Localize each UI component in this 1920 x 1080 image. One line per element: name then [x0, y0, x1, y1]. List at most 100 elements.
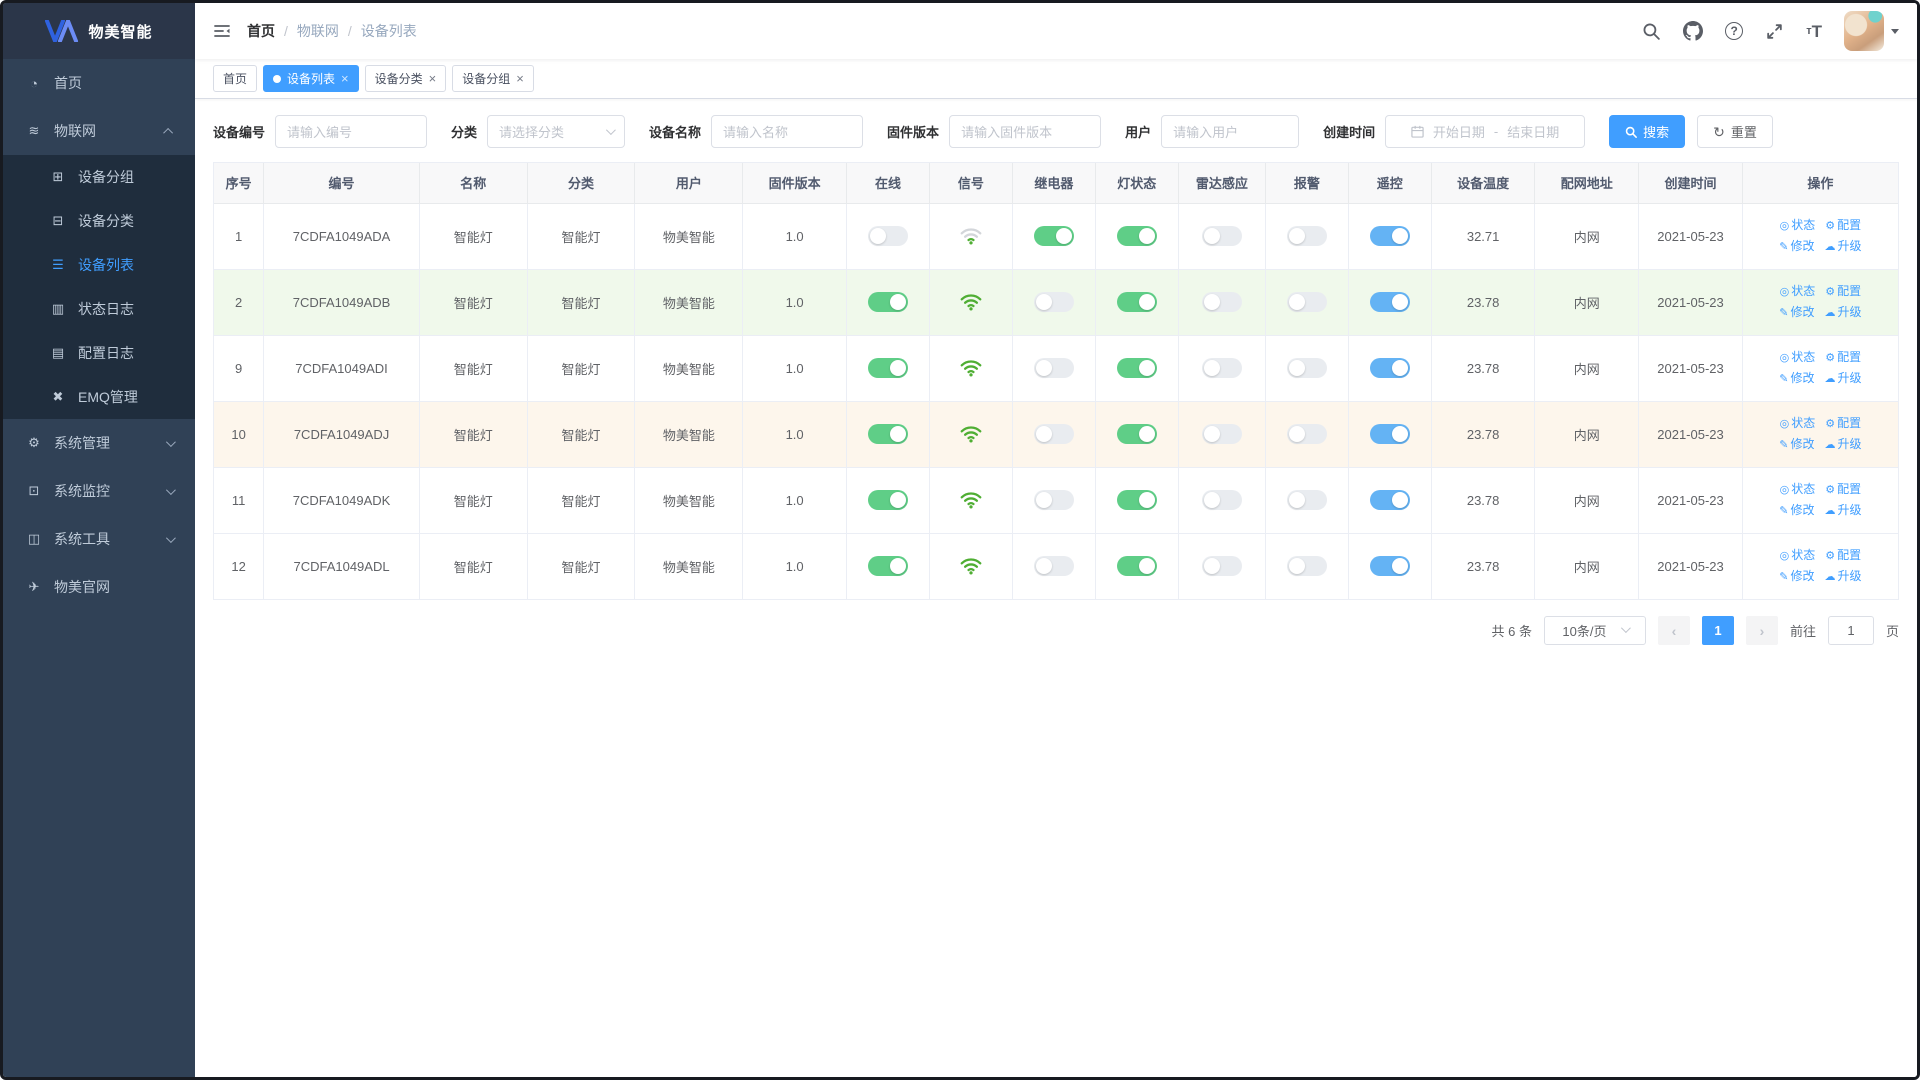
user-input[interactable]: 请输入用户 — [1161, 115, 1300, 148]
device-code-input[interactable]: 请输入编号 — [275, 115, 428, 148]
op-upgrade-link[interactable]: ☁ 升级 — [1824, 437, 1862, 451]
op-upgrade-link[interactable]: ☁ 升级 — [1824, 503, 1862, 517]
light-toggle[interactable] — [1116, 490, 1157, 510]
remote-toggle[interactable] — [1369, 292, 1410, 312]
sidebar-item-home[interactable]: ◔ 首页 — [3, 59, 195, 107]
sidebar-item-system-monitor[interactable]: ⊡ 系统监控 — [3, 467, 195, 515]
next-page-button[interactable]: › — [1745, 616, 1778, 645]
alarm-toggle[interactable] — [1286, 490, 1327, 510]
online-toggle[interactable] — [867, 424, 908, 444]
relay-toggle[interactable] — [1033, 292, 1074, 312]
remote-toggle[interactable] — [1369, 556, 1410, 577]
op-config-link[interactable]: ⚙ 配置 — [1825, 284, 1862, 298]
online-toggle[interactable] — [867, 292, 908, 312]
avatar[interactable] — [1844, 11, 1884, 51]
online-toggle[interactable] — [867, 556, 908, 577]
breadcrumb-item[interactable]: 首页 — [247, 23, 275, 39]
page-1-button[interactable]: 1 — [1701, 616, 1734, 645]
op-config-link[interactable]: ⚙ 配置 — [1825, 548, 1862, 563]
sidebar-item-system-admin[interactable]: ⚙ 系统管理 — [3, 419, 195, 467]
op-edit-link[interactable]: ✎ 修改 — [1779, 503, 1815, 517]
relay-toggle[interactable] — [1033, 556, 1074, 577]
alarm-toggle[interactable] — [1286, 226, 1327, 246]
help-icon[interactable]: ? — [1725, 22, 1744, 40]
sidebar-item-emq[interactable]: ✖ EMQ管理 — [3, 375, 195, 419]
search-button[interactable]: 搜索 — [1609, 115, 1686, 148]
op-config-link[interactable]: ⚙ 配置 — [1825, 416, 1862, 430]
firmware-input[interactable]: 请输入固件版本 — [949, 115, 1102, 148]
op-upgrade-link[interactable]: ☁ 升级 — [1824, 305, 1862, 319]
sidebar-toggle-icon[interactable] — [213, 22, 231, 40]
light-toggle[interactable] — [1116, 292, 1157, 312]
device-name-input[interactable]: 请输入名称 — [711, 115, 864, 148]
op-status-link[interactable]: ◎ 状态 — [1779, 218, 1816, 232]
alarm-toggle[interactable] — [1286, 358, 1327, 378]
alarm-toggle[interactable] — [1286, 292, 1327, 312]
op-edit-link[interactable]: ✎ 修改 — [1779, 569, 1815, 584]
radar-toggle[interactable] — [1201, 358, 1242, 378]
op-status-link[interactable]: ◎ 状态 — [1779, 350, 1816, 364]
op-edit-link[interactable]: ✎ 修改 — [1779, 305, 1815, 319]
op-edit-link[interactable]: ✎ 修改 — [1779, 239, 1815, 253]
sidebar-item-system-tools[interactable]: ◫ 系统工具 — [3, 515, 195, 563]
remote-toggle[interactable] — [1369, 226, 1410, 246]
sidebar-item-device-group[interactable]: ⊞ 设备分组 — [3, 155, 195, 199]
op-upgrade-link[interactable]: ☁ 升级 — [1824, 569, 1862, 584]
radar-toggle[interactable] — [1201, 424, 1242, 444]
close-icon[interactable]: × — [428, 71, 437, 86]
search-icon[interactable] — [1642, 22, 1661, 41]
op-config-link[interactable]: ⚙ 配置 — [1825, 482, 1862, 496]
close-icon[interactable]: × — [341, 71, 349, 86]
sidebar-item-config-log[interactable]: ▤ 配置日志 — [3, 331, 195, 375]
sidebar-item-official-site[interactable]: ✈ 物美官网 — [3, 563, 195, 611]
op-status-link[interactable]: ◎ 状态 — [1779, 284, 1816, 298]
goto-page-input[interactable]: 1 — [1827, 616, 1874, 645]
light-toggle[interactable] — [1116, 556, 1157, 577]
op-edit-link[interactable]: ✎ 修改 — [1779, 371, 1815, 385]
op-status-link[interactable]: ◎ 状态 — [1779, 548, 1816, 563]
tab-设备列表[interactable]: 设备列表 × — [263, 65, 359, 92]
sidebar-item-device-category[interactable]: ⊟ 设备分类 — [3, 199, 195, 243]
radar-toggle[interactable] — [1201, 556, 1242, 577]
close-icon[interactable]: × — [516, 71, 524, 86]
light-toggle[interactable] — [1116, 226, 1157, 246]
light-toggle[interactable] — [1116, 424, 1157, 444]
tab-设备分类[interactable]: 设备分类 × — [364, 65, 447, 92]
online-toggle[interactable] — [867, 490, 908, 510]
op-config-link[interactable]: ⚙ 配置 — [1825, 350, 1862, 364]
op-status-link[interactable]: ◎ 状态 — [1779, 482, 1816, 496]
remote-toggle[interactable] — [1369, 358, 1410, 378]
remote-toggle[interactable] — [1369, 424, 1410, 444]
op-config-link[interactable]: ⚙ 配置 — [1825, 218, 1862, 232]
light-toggle[interactable] — [1116, 358, 1157, 378]
relay-toggle[interactable] — [1033, 490, 1074, 510]
op-upgrade-link[interactable]: ☁ 升级 — [1824, 239, 1862, 253]
relay-toggle[interactable] — [1033, 424, 1074, 444]
alarm-toggle[interactable] — [1286, 556, 1327, 577]
op-edit-link[interactable]: ✎ 修改 — [1779, 437, 1815, 451]
radar-toggle[interactable] — [1201, 490, 1242, 510]
op-status-link[interactable]: ◎ 状态 — [1779, 416, 1816, 430]
tab-首页[interactable]: 首页 — [213, 65, 258, 92]
radar-toggle[interactable] — [1201, 226, 1242, 246]
github-icon[interactable] — [1683, 21, 1704, 41]
prev-page-button[interactable]: ‹ — [1657, 616, 1690, 645]
relay-toggle[interactable] — [1033, 358, 1074, 378]
page-size-select[interactable]: 10条/页 — [1543, 616, 1646, 645]
sidebar-item-iot[interactable]: ≋ 物联网 — [3, 107, 195, 155]
online-toggle[interactable] — [867, 358, 908, 378]
op-upgrade-link[interactable]: ☁ 升级 — [1824, 371, 1862, 385]
tab-设备分组[interactable]: 设备分组 × — [452, 65, 534, 92]
reset-button[interactable]: ↻ 重置 — [1697, 115, 1773, 148]
created-range-input[interactable]: 开始日期 - 结束日期 — [1385, 115, 1586, 148]
relay-toggle[interactable] — [1033, 226, 1074, 246]
radar-toggle[interactable] — [1201, 292, 1242, 312]
category-select[interactable]: 请选择分类 — [487, 115, 626, 148]
fullscreen-icon[interactable] — [1765, 22, 1784, 41]
sidebar-item-status-log[interactable]: ▥ 状态日志 — [3, 287, 195, 331]
remote-toggle[interactable] — [1369, 490, 1410, 510]
user-menu[interactable] — [1844, 11, 1899, 51]
sidebar-item-device-list[interactable]: ☰ 设备列表 — [3, 243, 195, 287]
online-toggle[interactable] — [867, 226, 908, 246]
